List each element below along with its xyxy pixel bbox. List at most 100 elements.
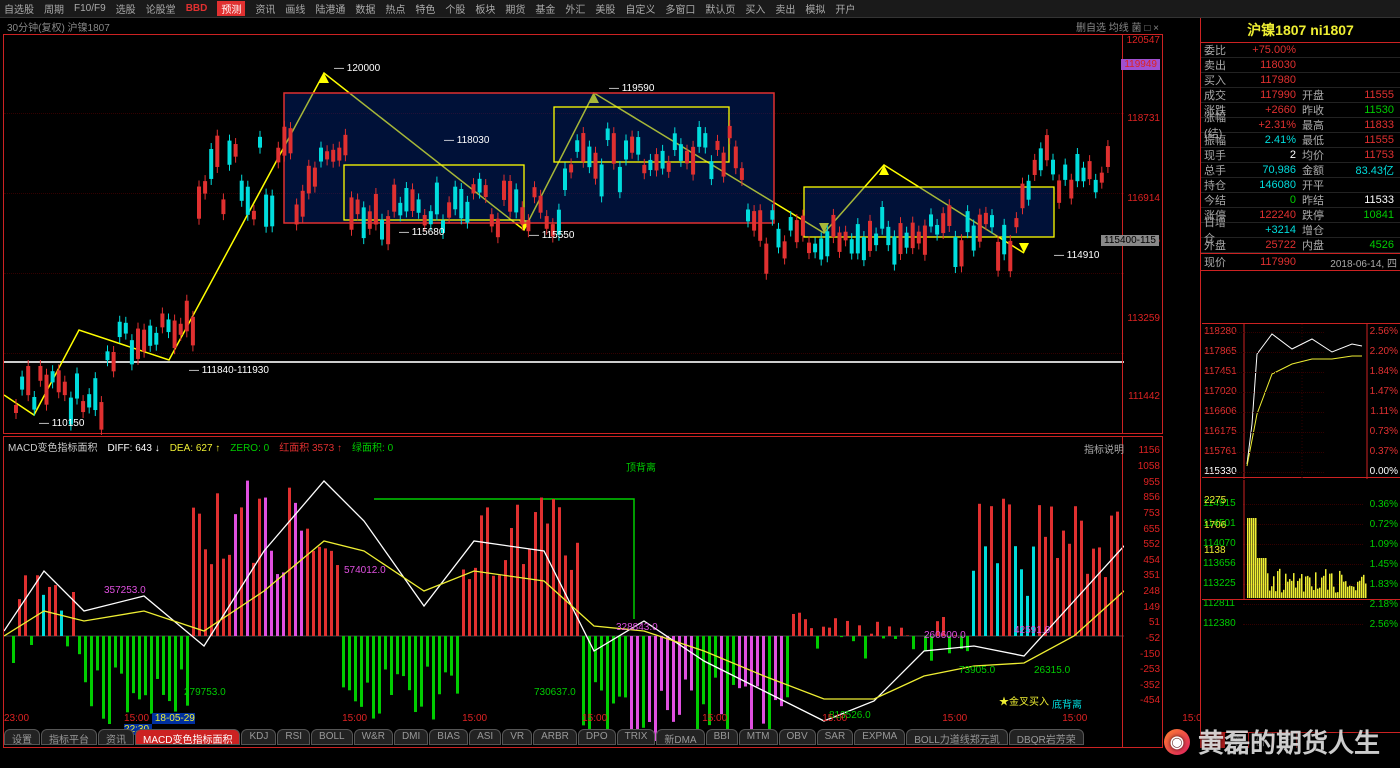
- quote-row: 委比+75.00%: [1201, 43, 1400, 58]
- mini-y-label: 112380: [1203, 618, 1236, 629]
- indicator-tab[interactable]: BIAS: [429, 729, 468, 745]
- menu-item[interactable]: 多窗口: [665, 1, 695, 16]
- time-label: 15:00: [942, 713, 967, 727]
- chart-controls[interactable]: 删自选 均线 菌 □ ×: [1076, 19, 1159, 34]
- menu-item[interactable]: 模拟: [805, 1, 825, 16]
- y-axis-label: 115075: [1127, 235, 1160, 246]
- price-chart[interactable]: 1205471199491187311169141150751132591114…: [3, 34, 1163, 434]
- y-axis-label: 118731: [1127, 113, 1160, 124]
- indicator-tab[interactable]: OBV: [779, 729, 816, 745]
- time-label: 15:00: [342, 713, 367, 727]
- menu-item[interactable]: 买入: [745, 1, 765, 16]
- chart-header: 30分钟(复权) 沪镍1807 删自选 均线 菌 □ ×: [3, 18, 1163, 34]
- menu-item[interactable]: 资讯: [255, 1, 275, 16]
- quote-row: 成交117990开盘11555: [1201, 88, 1400, 103]
- indicator-tab[interactable]: DPO: [578, 729, 616, 745]
- menu-item[interactable]: 自定义: [625, 1, 655, 16]
- time-label: 15:00: [462, 713, 487, 727]
- indicator-tab[interactable]: 指标平台: [41, 729, 97, 745]
- macd-y-label: -150: [1140, 649, 1160, 660]
- indicator-tab[interactable]: DBQR岩芳荣: [1009, 729, 1084, 745]
- indicator-tab[interactable]: TRIX: [617, 729, 656, 745]
- indicator-tab[interactable]: 新DMA: [656, 729, 704, 745]
- time-axis: 23:00 15:00 18-05-29 22:30 15:00 15:00 15:00…: [4, 713, 1124, 727]
- menu-item[interactable]: 数据: [355, 1, 375, 16]
- quote-row: 持仓146080开平: [1201, 178, 1400, 193]
- menu-item[interactable]: 选股: [116, 1, 136, 16]
- time-label: 15:00: [822, 713, 847, 727]
- indicator-tab[interactable]: BBI: [706, 729, 738, 745]
- indicator-tab[interactable]: ASI: [469, 729, 501, 745]
- time-label: 23:00: [4, 713, 29, 727]
- menu-item[interactable]: 基金: [535, 1, 555, 16]
- macd-y-label: 655: [1143, 524, 1160, 535]
- macd-y-label: 955: [1143, 477, 1160, 488]
- quote-row: 总手70,986金额83.43亿: [1201, 163, 1400, 178]
- indicator-tab[interactable]: W&R: [354, 729, 393, 745]
- macd-y-label: -253: [1140, 664, 1160, 675]
- indicator-tabs[interactable]: 设置指标平台资讯MACD变色指标面积KDJRSIBOLLW&RDMIBIASAS…: [4, 729, 1164, 745]
- indicator-tab[interactable]: EXPMA: [854, 729, 905, 745]
- menu-item[interactable]: 外汇: [565, 1, 585, 16]
- forecast-button[interactable]: 预测: [217, 1, 245, 16]
- quote-row: 日增仓+3214增仓: [1201, 223, 1400, 238]
- indicator-tab[interactable]: SAR: [817, 729, 854, 745]
- menu-item[interactable]: 美股: [595, 1, 615, 16]
- menu-item[interactable]: 画线: [285, 1, 305, 16]
- vol-y-label: 1706: [1204, 520, 1226, 531]
- chart-title: 30分钟(复权) 沪镍1807: [7, 19, 110, 34]
- y-axis-label: 111442: [1128, 391, 1160, 402]
- menu-item[interactable]: 热点: [385, 1, 405, 16]
- indicator-tab[interactable]: MTM: [739, 729, 778, 745]
- quote-panel: 沪镍1807 ni1807 委比+75.00%卖出118030买入117980成…: [1200, 18, 1400, 748]
- indicator-tab[interactable]: RSI: [277, 729, 310, 745]
- indicator-tab[interactable]: 设置: [4, 729, 40, 745]
- macd-y-label: 753: [1143, 508, 1160, 519]
- top-menu-bar: 自选股周期F10/F9选股论股堂BBD预测资讯画线陆港通数据热点特色个股板块期货…: [0, 0, 1400, 18]
- y-axis-label: 119949: [1121, 59, 1160, 70]
- main-chart-area: 30分钟(复权) 沪镍1807 删自选 均线 菌 □ ×: [3, 18, 1163, 748]
- macd-y-label: 149: [1143, 602, 1160, 613]
- macd-y-label: -52: [1146, 633, 1160, 644]
- now-price-value: 117990: [1239, 256, 1299, 268]
- indicator-tab[interactable]: DMI: [394, 729, 428, 745]
- menu-item[interactable]: 自选股: [4, 1, 34, 16]
- menu-item[interactable]: 期货: [505, 1, 525, 16]
- menu-item[interactable]: 个股: [445, 1, 465, 16]
- menu-item[interactable]: 卖出: [775, 1, 795, 16]
- indicator-tab[interactable]: 资讯: [98, 729, 134, 745]
- menu-item[interactable]: 论股堂: [146, 1, 176, 16]
- macd-y-label: 1156: [1138, 445, 1160, 456]
- now-price-label: 现价: [1201, 254, 1239, 270]
- instrument-title: 沪镍1807 ni1807: [1201, 18, 1400, 43]
- quote-row: 振幅2.41%最低11555: [1201, 133, 1400, 148]
- macd-bars: [4, 451, 1124, 741]
- menu-item[interactable]: 特色: [415, 1, 435, 16]
- macd-y-label: 552: [1143, 539, 1160, 550]
- y-axis-label: 113259: [1127, 313, 1160, 324]
- macd-y-label: 248: [1143, 586, 1160, 597]
- menu-item[interactable]: 板块: [475, 1, 495, 16]
- quote-row: 今结0昨结11533: [1201, 193, 1400, 208]
- macd-y-label: -454: [1140, 695, 1160, 706]
- macd-chart[interactable]: MACD变色指标面积DIFF: 643 ↓DEA: 627 ↑ZERO: 0红面…: [3, 436, 1163, 748]
- intraday-volume[interactable]: 227517061138: [1202, 480, 1400, 600]
- menu-item[interactable]: 陆港通: [315, 1, 345, 16]
- menu-item[interactable]: 周期: [44, 1, 64, 16]
- quote-row: 卖出118030: [1201, 58, 1400, 73]
- menu-item[interactable]: 开户: [835, 1, 855, 16]
- menu-item[interactable]: F10/F9: [74, 3, 106, 14]
- macd-y-label: -352: [1140, 680, 1160, 691]
- indicator-tab[interactable]: KDJ: [241, 729, 276, 745]
- indicator-tab[interactable]: MACD变色指标面积: [135, 729, 240, 745]
- indicator-tab[interactable]: ARBR: [533, 729, 577, 745]
- indicator-tab[interactable]: VR: [502, 729, 532, 745]
- time-label: 15:00 18-05-29 22:30: [124, 713, 247, 727]
- time-label: 15:00: [582, 713, 607, 727]
- quote-row: 现手2均价11753: [1201, 148, 1400, 163]
- indicator-tab[interactable]: BOLL力道线郑元凯: [906, 729, 1008, 745]
- indicator-tab[interactable]: BOLL: [311, 729, 353, 745]
- menu-item[interactable]: 默认页: [705, 1, 735, 16]
- weibo-icon: ◉: [1164, 729, 1190, 755]
- quote-row: 外盘25722内盘4526: [1201, 238, 1400, 253]
